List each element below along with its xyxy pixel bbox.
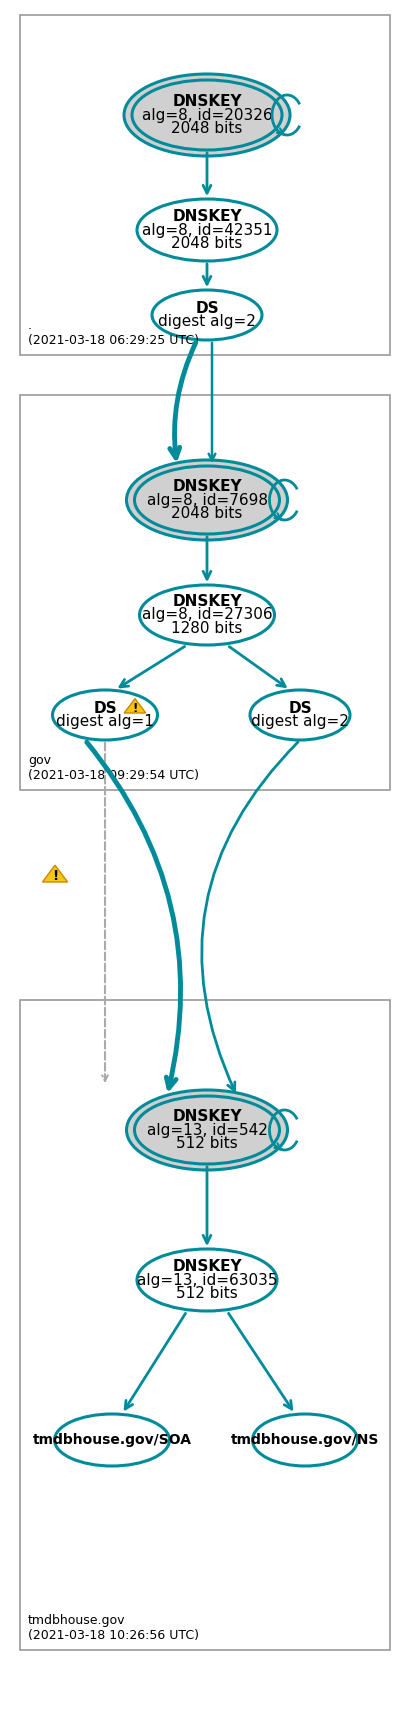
Text: alg=8, id=20326: alg=8, id=20326 <box>142 108 272 123</box>
Ellipse shape <box>252 1413 357 1466</box>
Text: !: ! <box>52 869 58 883</box>
Text: alg=8, id=42351: alg=8, id=42351 <box>142 222 272 238</box>
Ellipse shape <box>127 460 288 541</box>
Ellipse shape <box>127 1090 288 1170</box>
Text: tmdbhouse.gov/SOA: tmdbhouse.gov/SOA <box>32 1434 191 1448</box>
Ellipse shape <box>53 690 158 739</box>
Text: 2048 bits: 2048 bits <box>171 236 243 252</box>
Text: .
(2021-03-18 06:29:25 UTC): . (2021-03-18 06:29:25 UTC) <box>28 318 199 347</box>
Ellipse shape <box>54 1413 169 1466</box>
Ellipse shape <box>250 690 350 739</box>
Text: tmdbhouse.gov
(2021-03-18 10:26:56 UTC): tmdbhouse.gov (2021-03-18 10:26:56 UTC) <box>28 1613 199 1643</box>
Text: DNSKEY: DNSKEY <box>172 479 242 494</box>
Text: alg=8, id=27306: alg=8, id=27306 <box>142 607 272 623</box>
Text: 2048 bits: 2048 bits <box>171 121 243 137</box>
Text: digest alg=2: digest alg=2 <box>251 715 349 729</box>
Polygon shape <box>124 698 146 713</box>
Text: DNSKEY: DNSKEY <box>172 594 242 609</box>
Ellipse shape <box>124 74 290 156</box>
Text: DNSKEY: DNSKEY <box>172 94 242 110</box>
Ellipse shape <box>139 585 274 645</box>
Text: DNSKEY: DNSKEY <box>172 1259 242 1273</box>
Text: digest alg=2: digest alg=2 <box>158 315 256 330</box>
Text: DS: DS <box>195 301 219 315</box>
Ellipse shape <box>152 289 262 340</box>
Text: DS: DS <box>93 700 117 715</box>
Text: 512 bits: 512 bits <box>176 1287 238 1302</box>
Polygon shape <box>42 866 68 881</box>
Text: alg=8, id=7698: alg=8, id=7698 <box>146 493 268 508</box>
Text: alg=13, id=542: alg=13, id=542 <box>146 1122 267 1138</box>
Text: DNSKEY: DNSKEY <box>172 209 242 224</box>
Text: DNSKEY: DNSKEY <box>172 1109 242 1124</box>
Text: digest alg=1: digest alg=1 <box>56 715 154 729</box>
Text: tmdbhouse.gov/NS: tmdbhouse.gov/NS <box>231 1434 379 1448</box>
Text: 512 bits: 512 bits <box>176 1136 238 1152</box>
Ellipse shape <box>132 80 282 151</box>
Ellipse shape <box>134 465 279 534</box>
Ellipse shape <box>137 198 277 262</box>
Text: DS: DS <box>288 700 312 715</box>
Bar <box>20 999 390 1649</box>
Text: !: ! <box>132 702 138 715</box>
Bar <box>20 15 390 354</box>
Ellipse shape <box>134 1097 279 1163</box>
Text: alg=13, id=63035: alg=13, id=63035 <box>137 1273 277 1287</box>
Bar <box>20 395 390 790</box>
Text: 1280 bits: 1280 bits <box>171 621 243 636</box>
Text: 2048 bits: 2048 bits <box>171 506 243 522</box>
Text: gov
(2021-03-18 09:29:54 UTC): gov (2021-03-18 09:29:54 UTC) <box>28 755 199 782</box>
Ellipse shape <box>137 1249 277 1311</box>
